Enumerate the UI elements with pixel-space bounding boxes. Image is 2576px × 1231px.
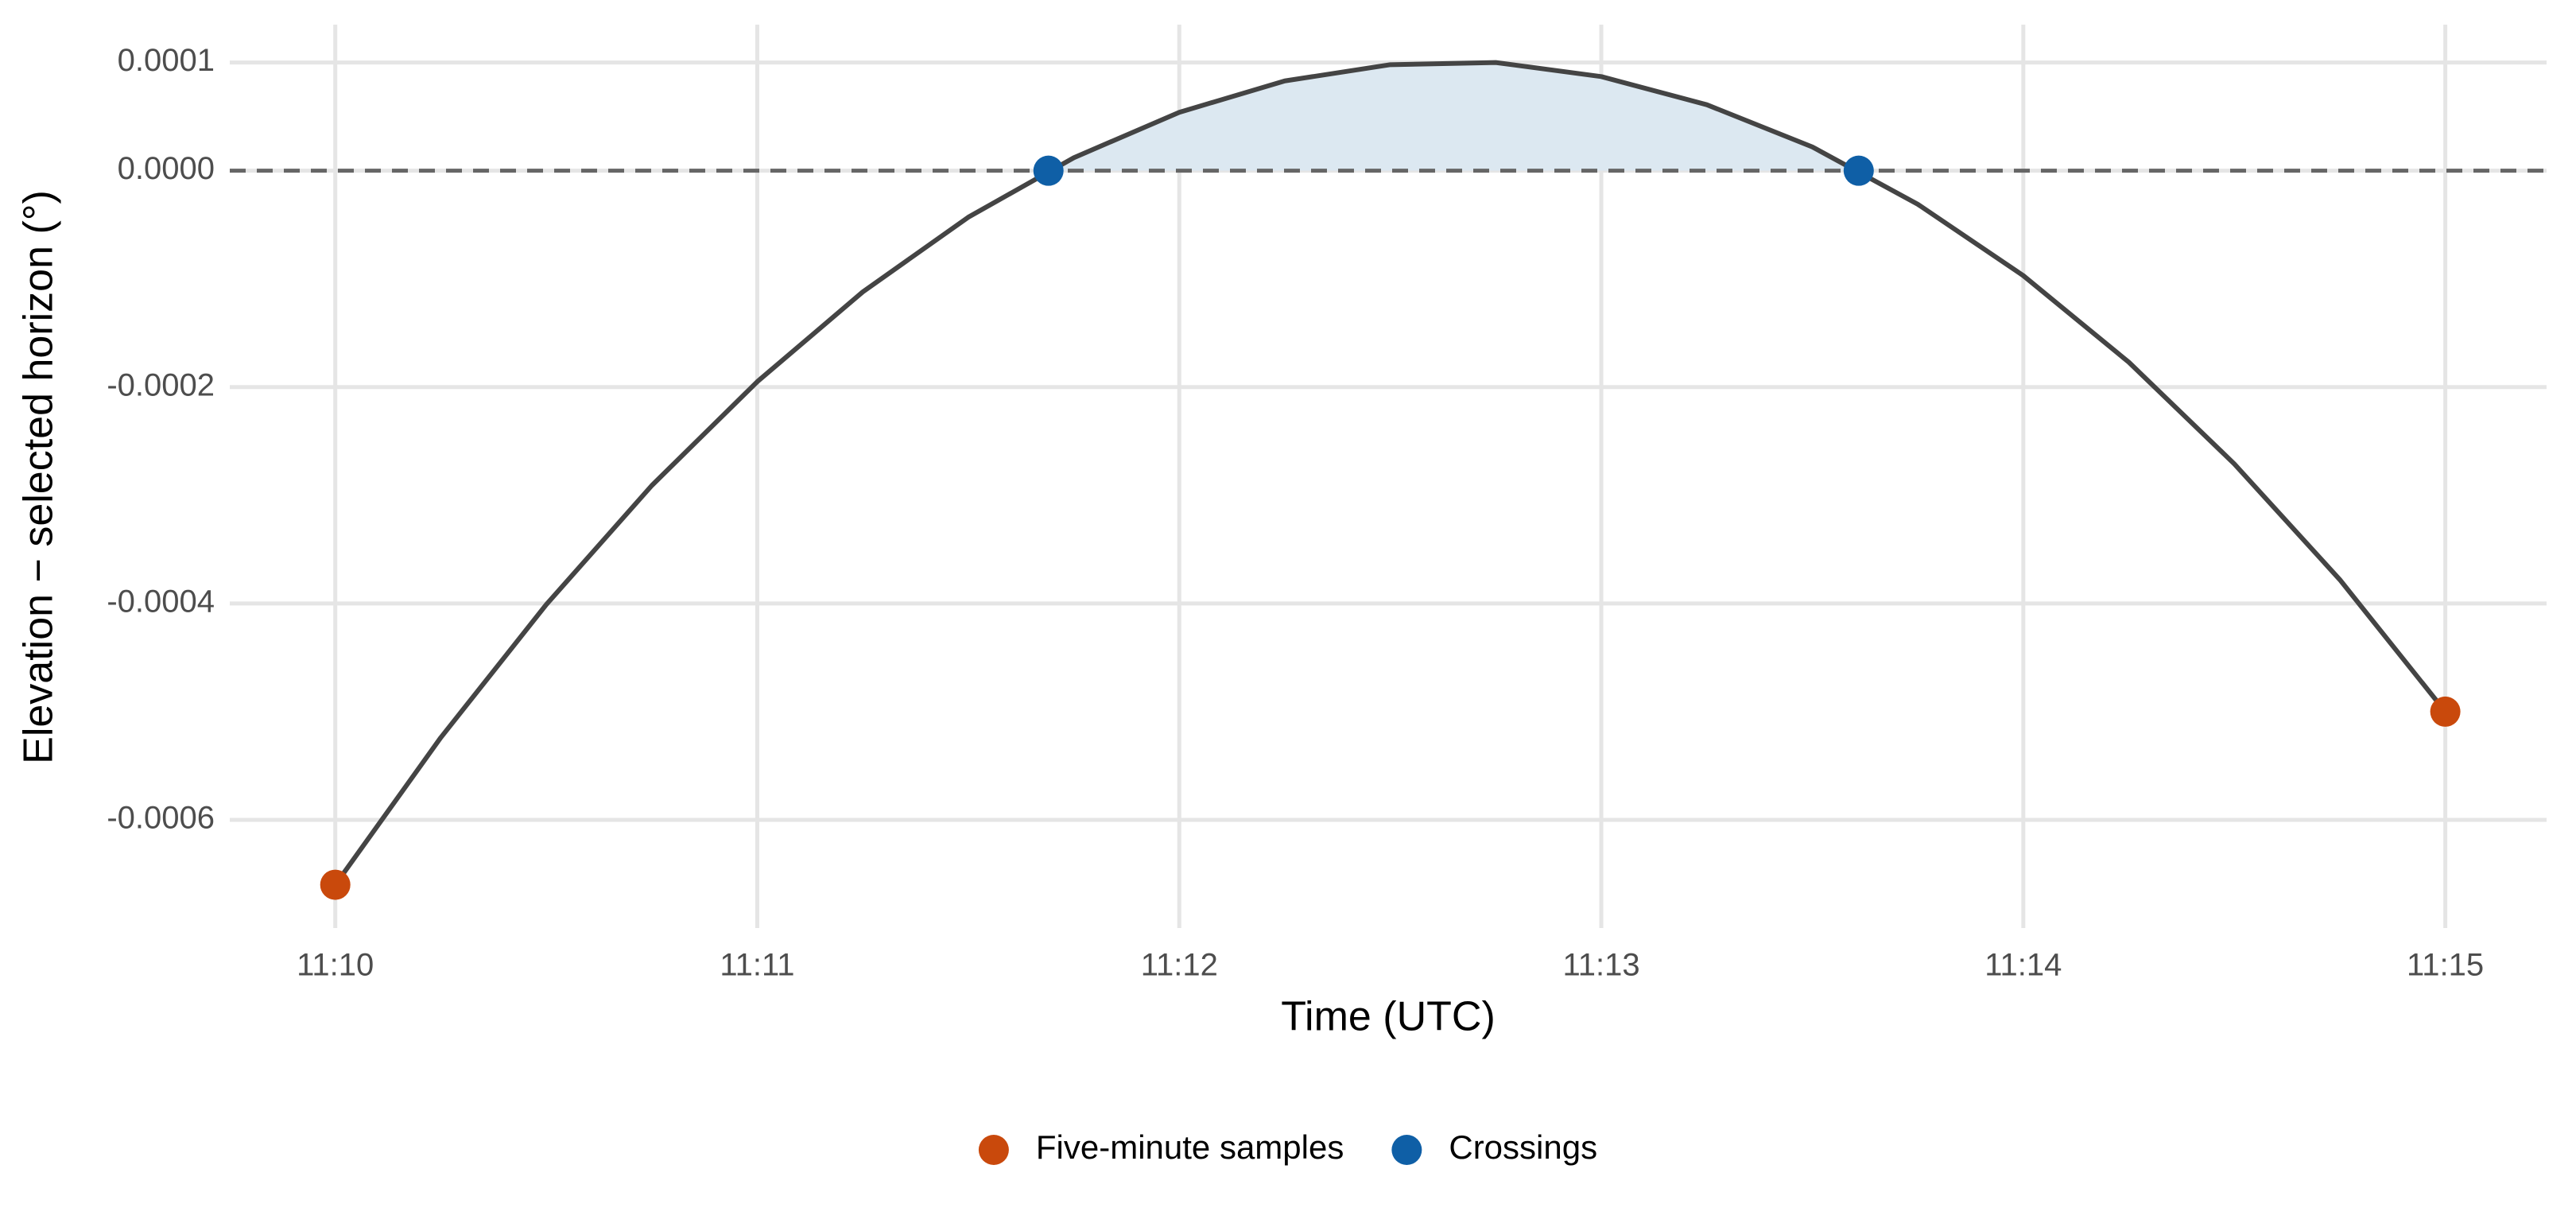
- y-tick-label: -0.0002: [107, 367, 215, 402]
- x-tick-label: 11:10: [297, 948, 374, 983]
- legend-label: Crossings: [1449, 1128, 1597, 1166]
- point: [320, 869, 351, 900]
- y-axis-title: Elevation − selected horizon (°): [16, 190, 62, 764]
- point: [1033, 155, 1064, 186]
- x-tick-label: 11:12: [1141, 948, 1218, 983]
- legend-marker: [978, 1135, 1009, 1165]
- line: [333, 60, 2447, 887]
- point: [2430, 696, 2461, 727]
- x-tick-label: 11:15: [2407, 948, 2484, 983]
- y-tick-label: -0.0006: [107, 801, 215, 836]
- x-tick-label: 11:11: [720, 948, 794, 983]
- y-tick-label: 0.0001: [118, 43, 215, 78]
- x-axis-title: Time (UTC): [1281, 994, 1496, 1040]
- x-tick-label: 11:14: [1984, 948, 2062, 983]
- y-tick-label: 0.0000: [118, 151, 215, 186]
- area: [1050, 62, 1856, 171]
- y-tick-label: -0.0004: [107, 584, 215, 619]
- x-tick-label: 11:13: [1562, 948, 1639, 983]
- legend-label: Five-minute samples: [1036, 1128, 1344, 1166]
- point: [1843, 155, 1874, 186]
- legend-marker: [1391, 1135, 1422, 1165]
